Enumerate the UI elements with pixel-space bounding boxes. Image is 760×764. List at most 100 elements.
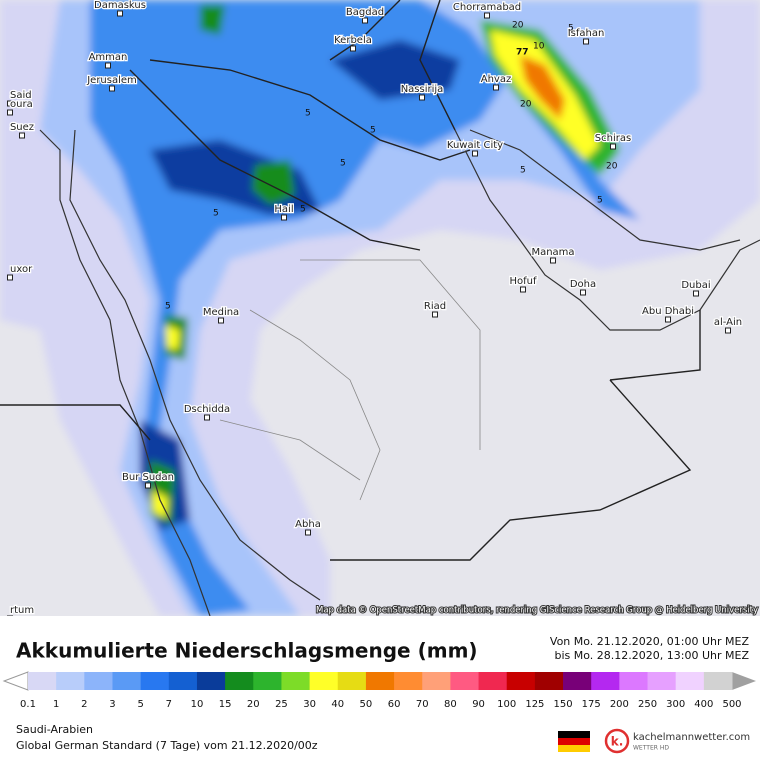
city-dot bbox=[419, 94, 425, 101]
model-info: Global German Standard (7 Tage) vom 21.1… bbox=[16, 739, 318, 752]
colorbar-max-arrow bbox=[732, 672, 756, 690]
brand-sub: WETTER HD bbox=[633, 745, 669, 752]
city-dot bbox=[19, 132, 25, 139]
colorbar-label: 400 bbox=[694, 699, 713, 710]
flag bbox=[558, 731, 590, 752]
city-label: Amman bbox=[89, 52, 128, 63]
colorbar-swatch bbox=[253, 672, 282, 690]
city-label: Hail bbox=[274, 204, 293, 215]
city-label: Said bbox=[10, 90, 32, 101]
city-dot bbox=[432, 311, 438, 318]
city-label: uxor bbox=[10, 264, 33, 275]
colorbar-swatch bbox=[703, 672, 733, 690]
logo bbox=[604, 728, 630, 754]
colorbar-swatch bbox=[337, 672, 367, 690]
city-label: Riad bbox=[424, 301, 446, 312]
colorbar-label: 100 bbox=[497, 699, 516, 710]
colorbar-swatch bbox=[675, 672, 705, 690]
city-dot bbox=[362, 17, 368, 24]
colorbar-label: 50 bbox=[360, 699, 373, 710]
city-label: Bur Sudan bbox=[122, 472, 174, 483]
city-dot bbox=[117, 10, 123, 17]
city-label: rtum bbox=[10, 605, 34, 616]
colorbar-label: 300 bbox=[666, 699, 685, 710]
city-dot bbox=[484, 12, 490, 19]
city-label: Jerusalem bbox=[86, 75, 137, 86]
city-label: Abu Dhabi bbox=[642, 306, 694, 317]
city-dot bbox=[7, 274, 13, 281]
city-dot bbox=[7, 109, 13, 116]
city-dot bbox=[610, 143, 616, 150]
colorbar-label: 125 bbox=[525, 699, 544, 710]
contour-label: 5 bbox=[370, 126, 376, 136]
city-label: Abha bbox=[295, 519, 321, 530]
city-dot bbox=[725, 327, 731, 334]
colorbar-swatch bbox=[422, 672, 451, 690]
city-dot bbox=[281, 214, 287, 221]
colorbar-label: 60 bbox=[388, 699, 401, 710]
city-label: Isfahan bbox=[568, 28, 605, 39]
city-label: Suez bbox=[10, 122, 34, 133]
city-dot bbox=[218, 317, 224, 324]
colorbar-swatch bbox=[478, 672, 508, 690]
colorbar-swatch bbox=[168, 672, 198, 690]
attribution: Map data © OpenStreetMap contributors, r… bbox=[316, 606, 758, 616]
city-label: Manama bbox=[531, 247, 574, 258]
contour-label: 5 bbox=[300, 205, 306, 215]
city-label: Doha bbox=[570, 279, 596, 290]
colorbar-swatch bbox=[619, 672, 649, 690]
city-dot bbox=[580, 289, 586, 296]
colorbar-swatch bbox=[365, 672, 395, 690]
contour-label: 5 bbox=[165, 302, 171, 312]
region: Saudi-Arabien bbox=[16, 723, 93, 736]
city-dot bbox=[493, 84, 499, 91]
city-dot bbox=[583, 38, 589, 45]
colorbar-swatch bbox=[56, 672, 85, 690]
contour-label: 5 bbox=[305, 109, 311, 119]
city-label: oura bbox=[10, 99, 33, 110]
city-label: Medina bbox=[203, 307, 239, 318]
colorbar-swatch bbox=[563, 672, 592, 690]
colorbar-swatch bbox=[534, 672, 564, 690]
colorbar-swatch bbox=[450, 672, 480, 690]
colorbar-label: 5 bbox=[137, 699, 143, 710]
city-label: Hofuf bbox=[509, 276, 536, 287]
colorbar-label: 30 bbox=[303, 699, 316, 710]
contour-label: 5 bbox=[340, 159, 346, 169]
colorbar-label: 90 bbox=[472, 699, 485, 710]
contour-label: 5 bbox=[520, 166, 526, 176]
colorbar-swatch bbox=[506, 672, 536, 690]
contour-label: 20 bbox=[520, 100, 532, 110]
city-dot bbox=[204, 414, 210, 421]
city-label: Nassirija bbox=[401, 84, 444, 95]
colorbar-label: 500 bbox=[722, 699, 741, 710]
colorbar-swatch bbox=[281, 672, 311, 690]
colorbar-swatch bbox=[647, 672, 677, 690]
cities: Damaskus Bagdad Chorramabad Kerbela Isfahan A… bbox=[7, 0, 743, 616]
colorbar-label: 0.1 bbox=[20, 699, 36, 710]
city-dot bbox=[693, 290, 699, 297]
contour-label: 5 bbox=[568, 24, 574, 34]
city-label: al-Ain bbox=[714, 317, 742, 328]
colorbar-label: 250 bbox=[638, 699, 657, 710]
colorbar-swatch bbox=[394, 672, 423, 690]
colorbar-label: 150 bbox=[553, 699, 572, 710]
city-dot bbox=[550, 257, 556, 264]
contour-label: 20 bbox=[512, 21, 524, 31]
city-dot bbox=[109, 85, 115, 92]
colorbar-label: 10 bbox=[191, 699, 204, 710]
city-label: Chorramabad bbox=[453, 2, 521, 13]
colorbar-label: 2 bbox=[81, 699, 87, 710]
city-label: Dschidda bbox=[184, 404, 230, 415]
contour-label: 5 bbox=[213, 209, 219, 219]
colorbar-label: 7 bbox=[166, 699, 172, 710]
city-label: Damaskus bbox=[94, 0, 146, 11]
colorbar-label: 200 bbox=[610, 699, 629, 710]
city-label: Schiras bbox=[595, 133, 631, 144]
city-label: Ahvaz bbox=[481, 74, 511, 85]
colorbar-swatch bbox=[591, 672, 620, 690]
city-dot bbox=[7, 615, 13, 616]
colorbar-label: 70 bbox=[416, 699, 429, 710]
brand: kachelmannwetter.com bbox=[633, 732, 750, 743]
colorbar: 0.1 1 2 3 5 7 10 15 20 25 30 40 50 60 70 80 90 100 125 150 1… bbox=[2, 671, 756, 710]
